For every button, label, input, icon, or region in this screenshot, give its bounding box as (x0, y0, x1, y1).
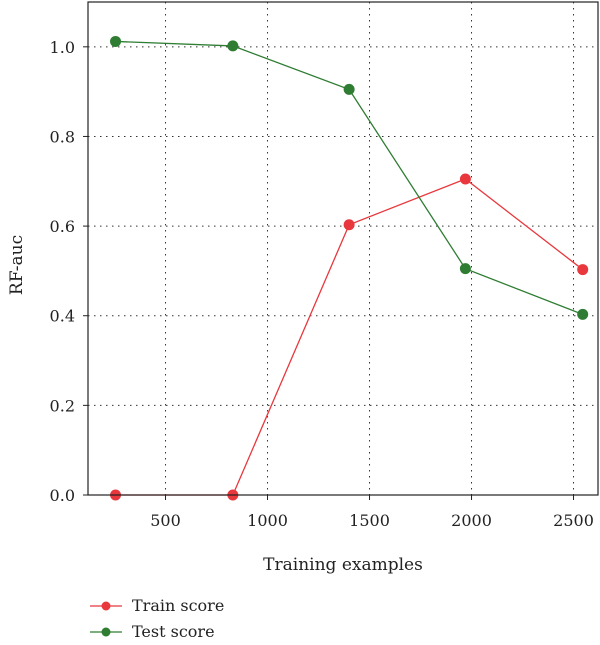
data-point (343, 219, 355, 231)
data-point (577, 308, 589, 320)
data-point (343, 83, 355, 95)
x-tick-label: 2000 (451, 511, 492, 530)
y-tick-label: 0.8 (50, 127, 75, 146)
data-point (227, 40, 239, 52)
legend-label-test: Test score (132, 622, 215, 641)
legend-label-train: Train score (132, 596, 224, 615)
legend-marker-dot (101, 601, 111, 611)
x-tick-label: 500 (150, 511, 181, 530)
y-tick-label: 0.4 (50, 307, 75, 326)
legend: Train score Test score (90, 596, 224, 641)
y-tick-label: 0.6 (50, 217, 75, 236)
legend-item-test: Test score (90, 622, 215, 641)
data-point (459, 263, 471, 275)
x-tick-label: 1500 (349, 511, 390, 530)
axis-ticks: 500 1000 1500 2000 2500 0.0 0.2 0.4 0.6 0.8 1.0 (50, 38, 594, 530)
legend-marker-dot (101, 627, 111, 637)
x-axis-label: Training examples (263, 555, 423, 575)
plot-frame (87, 1, 599, 496)
x-tick-label: 1000 (247, 511, 288, 530)
data-point (577, 264, 589, 276)
y-axis-label: RF-auc (7, 235, 27, 295)
series-train (110, 173, 589, 501)
plot-series (110, 35, 589, 501)
series-line (115, 40, 583, 315)
y-tick-label: 0.0 (50, 486, 75, 505)
data-point (110, 35, 122, 47)
series-test (110, 35, 589, 320)
y-tick-label: 1.0 (50, 38, 75, 57)
data-point (459, 173, 471, 185)
x-tick-label: 2500 (553, 511, 594, 530)
legend-item-train: Train score (90, 596, 224, 615)
grid-lines (88, 2, 598, 495)
y-tick-label: 0.2 (50, 396, 75, 415)
